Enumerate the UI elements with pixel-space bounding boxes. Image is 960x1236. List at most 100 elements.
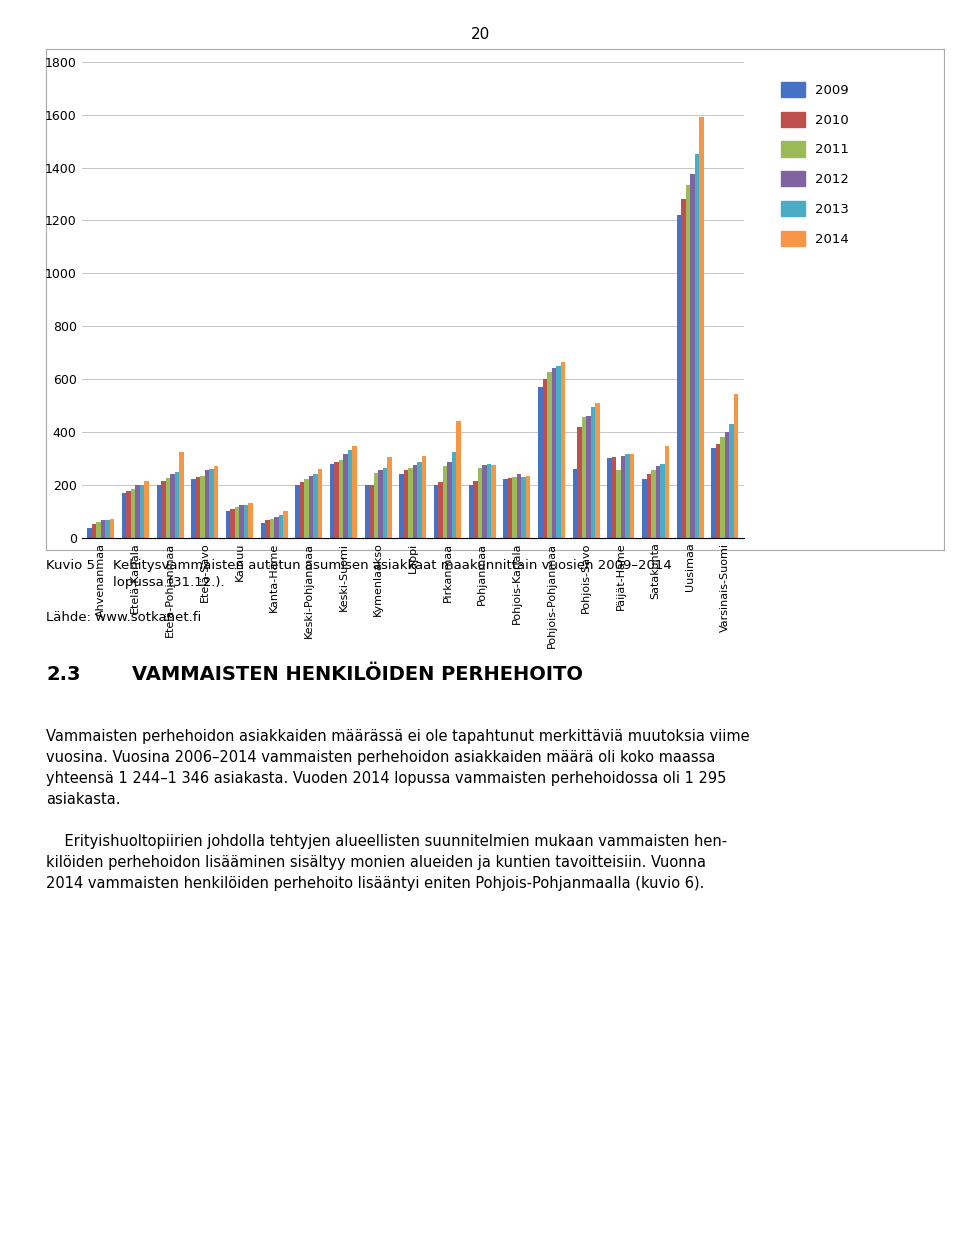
Bar [413,465,418,538]
Bar [443,466,447,538]
Bar [265,520,270,538]
Bar [447,462,452,538]
Bar [330,464,334,538]
Bar [457,421,461,538]
Bar [204,470,209,538]
Bar [170,475,175,538]
Bar [365,485,369,538]
Bar [478,467,482,538]
Bar [699,117,704,538]
Bar [734,393,738,538]
Bar [249,503,252,538]
Bar [642,480,646,538]
Bar [191,480,196,538]
Bar [122,493,127,538]
Bar [656,466,660,538]
Bar [87,529,91,538]
Bar [109,519,114,538]
Bar [556,366,561,538]
Bar [582,418,587,538]
Bar [651,470,656,538]
Text: 20: 20 [470,27,490,42]
Bar [296,485,300,538]
Bar [209,468,214,538]
Bar [646,475,651,538]
Bar [513,477,516,538]
Bar [214,466,218,538]
Bar [690,174,695,538]
Bar [300,482,304,538]
Bar [278,515,283,538]
Bar [664,446,669,538]
Text: 2.3: 2.3 [46,665,81,684]
Bar [96,522,101,538]
Text: VAMMAISTEN HENKILÖIDEN PERHEHOITO: VAMMAISTEN HENKILÖIDEN PERHEHOITO [132,665,584,684]
Bar [230,508,235,538]
Bar [492,465,495,538]
Bar [165,478,170,538]
Bar [625,455,630,538]
Bar [161,481,165,538]
Bar [561,362,565,538]
Bar [339,460,344,538]
Bar [612,457,616,538]
Bar [387,457,392,538]
Bar [439,482,443,538]
Bar [730,424,734,538]
Bar [503,480,508,538]
Bar [369,485,373,538]
Bar [711,447,716,538]
Bar [685,184,690,538]
Bar [304,480,309,538]
Bar [106,520,109,538]
Bar [344,455,348,538]
Bar [487,464,492,538]
Bar [725,431,730,538]
Bar [156,485,161,538]
Bar [418,462,421,538]
Bar [131,488,135,538]
Bar [408,467,413,538]
Bar [552,368,556,538]
Bar [516,475,521,538]
Bar [526,476,530,538]
Bar [144,481,149,538]
Bar [101,520,106,538]
Bar [720,438,725,538]
Bar [378,470,383,538]
Bar [577,426,582,538]
Bar [244,504,249,538]
Bar [452,451,457,538]
Bar [521,477,526,538]
Bar [373,473,378,538]
Bar [677,215,682,538]
Bar [482,465,487,538]
Bar [538,387,542,538]
Bar [352,446,357,538]
Bar [508,478,513,538]
Bar [682,199,685,538]
Bar [196,477,201,538]
Bar [595,403,600,538]
Bar [127,492,131,538]
Bar [590,407,595,538]
Bar [621,456,625,538]
Bar [383,467,387,538]
Text: Erityishuoltopiirien johdolla tehtyjen alueellisten suunnitelmien mukaan vammais: Erityishuoltopiirien johdolla tehtyjen a… [46,834,728,891]
Bar [587,417,590,538]
Bar [473,481,478,538]
Bar [270,519,274,538]
Bar [573,468,577,538]
Bar [421,456,426,538]
Bar [309,476,313,538]
Bar [239,504,244,538]
Bar [468,485,473,538]
Bar [547,372,552,538]
Bar [175,472,180,538]
Bar [283,512,288,538]
Bar [660,464,664,538]
Text: Vammaisten perhehoidon asiakkaiden määrässä ei ole tapahtunut merkittäviä muutok: Vammaisten perhehoidon asiakkaiden määrä… [46,729,750,807]
Bar [399,475,404,538]
Bar [235,507,239,538]
Bar [180,451,183,538]
